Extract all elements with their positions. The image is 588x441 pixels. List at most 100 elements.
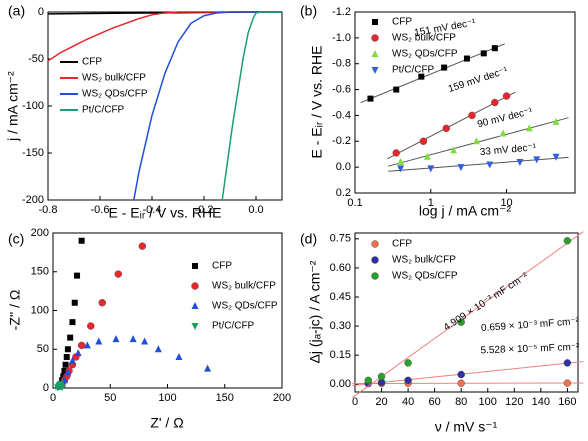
data-point: [87, 322, 95, 330]
data-point: [491, 98, 499, 107]
data-point: [112, 335, 120, 343]
y-tick-label: 0.45: [330, 291, 351, 303]
data-point: [563, 237, 572, 245]
data-point: [69, 319, 76, 326]
data-point: [404, 359, 412, 367]
data-point: [175, 353, 183, 360]
data-point: [423, 152, 431, 160]
y-tick-label: 100: [31, 304, 49, 316]
x-tick-label: 100: [158, 392, 176, 404]
data-point: [491, 45, 498, 52]
annotation: 33 mV dec⁻¹: [479, 142, 537, 158]
y-tick-label: -0.6: [332, 83, 351, 95]
y-tick-label: 0.2: [336, 187, 351, 199]
data-point: [77, 341, 86, 350]
y-tick-label: -200: [22, 194, 44, 206]
series-line: [221, 11, 282, 201]
legend-label: WS₂ bulk/CFP: [392, 33, 456, 44]
legend-label: CFP: [82, 57, 102, 68]
data-point: [61, 367, 68, 374]
legend-label: CFP: [392, 17, 412, 28]
y-axis-label: -Z'' / Ω: [7, 290, 23, 331]
data-point: [499, 129, 507, 137]
data-point: [563, 359, 572, 367]
data-point: [114, 270, 122, 278]
panel-label: (b): [300, 3, 317, 19]
x-tick-label: 0.1: [347, 197, 362, 209]
data-point: [552, 153, 560, 161]
y-tick-label: 150: [31, 266, 49, 278]
legend-label: WS₂ QDs/CFP: [392, 271, 458, 282]
x-tick-label: 0.0: [248, 204, 263, 216]
data-point: [367, 95, 374, 102]
y-tick-label: 0: [43, 382, 49, 394]
data-point: [418, 73, 425, 80]
fit-line: [360, 43, 505, 104]
data-point: [364, 376, 372, 385]
data-point: [472, 137, 480, 145]
y-axis-label: Δj (jₐ-jc) / A cm⁻²: [307, 260, 323, 363]
plot-frame: [354, 11, 576, 194]
data-point: [83, 341, 91, 349]
legend-label: WS₂ QDs/CFP: [212, 301, 278, 312]
annotation: 5.528 × 10⁻⁵ mF cm⁻²: [480, 342, 580, 356]
data-point: [63, 354, 70, 360]
y-tick-label: -100: [22, 100, 44, 112]
annotation: 90 mV dec⁻¹: [476, 106, 534, 130]
legend-swatch: [191, 323, 199, 330]
series-line: [47, 11, 282, 62]
data-point: [480, 50, 487, 57]
x-tick-label: 10: [500, 197, 512, 209]
data-point: [442, 124, 450, 133]
data-point: [392, 149, 400, 157]
x-tick-label: 1: [428, 197, 434, 209]
data-point: [64, 368, 72, 376]
legend-swatch: [191, 282, 199, 290]
y-tick-label: -1.0: [332, 32, 351, 44]
annotation: 0.659 × 10⁻³ mF cm⁻²: [481, 316, 580, 334]
x-tick-label: 160: [558, 396, 576, 408]
data-point: [468, 111, 476, 120]
data-point: [154, 345, 162, 353]
data-point: [450, 146, 458, 154]
data-point: [486, 161, 494, 169]
panel-label: (a): [8, 3, 25, 19]
y-tick-label: -0.2: [332, 135, 351, 147]
y-tick-label: -150: [22, 147, 44, 159]
y-tick-label: 0.00: [330, 378, 351, 390]
legend-label: CFP: [392, 239, 412, 250]
series-line: [133, 11, 282, 201]
data-point: [129, 335, 137, 343]
x-axis-label: log j / mA cm⁻²: [419, 203, 512, 219]
y-tick-label: -0.4: [332, 109, 351, 121]
legend-label: WS₂ QDs/CFP: [82, 89, 148, 100]
data-point: [502, 92, 511, 100]
y-tick-label: 0.60: [330, 262, 351, 274]
data-point: [397, 165, 405, 173]
x-tick-label: 20: [375, 396, 387, 408]
legend-swatch: [371, 256, 379, 264]
legend-swatch: [371, 272, 379, 280]
x-tick-label: 80: [455, 396, 467, 408]
data-point: [563, 379, 572, 387]
data-point: [533, 156, 541, 164]
data-point: [204, 364, 212, 372]
legend-swatch: [371, 34, 379, 42]
x-tick-label: 150: [216, 392, 234, 404]
x-tick-label: 120: [505, 396, 523, 408]
legend-label: WS₂ QDs/CFP: [392, 49, 458, 60]
plot-frame: [354, 232, 579, 393]
x-tick-label: 200: [273, 392, 291, 404]
data-point: [457, 318, 465, 326]
x-tick-label: -0.8: [39, 204, 58, 216]
data-point: [67, 334, 74, 341]
data-point: [463, 55, 470, 62]
fit-line: [352, 361, 584, 386]
data-point: [58, 384, 66, 392]
legend-label: WS₂ bulk/CFP: [212, 281, 276, 292]
legend-label: Pt/C/CFP: [212, 321, 255, 332]
x-tick-label: 0: [352, 396, 358, 408]
data-point: [71, 299, 78, 306]
x-tick-label: 100: [479, 396, 497, 408]
data-point: [404, 376, 412, 385]
